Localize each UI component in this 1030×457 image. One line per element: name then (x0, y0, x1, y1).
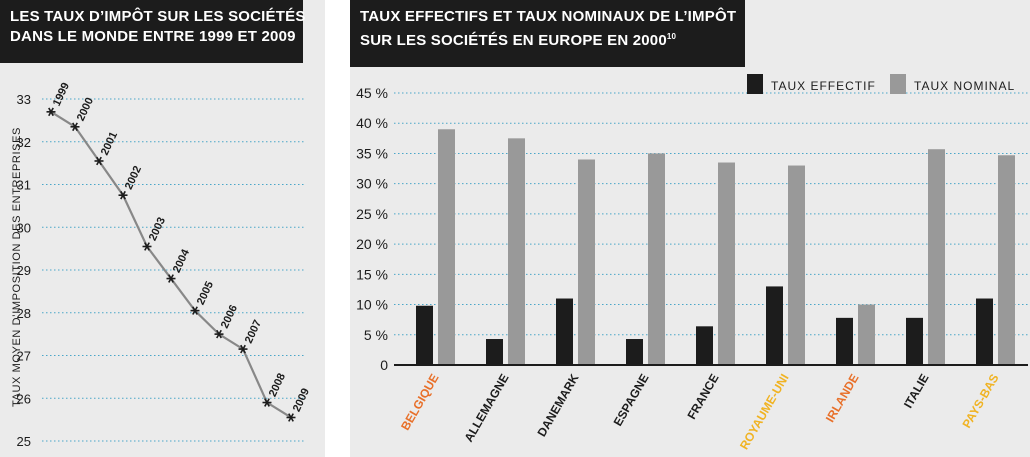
bar-taux-effectif (626, 339, 643, 365)
legend-label: TAUX NOMINAL (914, 79, 1015, 93)
point-marker-stroke (288, 413, 294, 422)
y-tick-label: 35 % (356, 145, 388, 161)
y-tick-label: 25 (17, 434, 31, 449)
legend-swatch (890, 74, 906, 94)
bar-chart-panel: 0 5 % 10 % 15 % 20 % 25 % 30 % 35 % 40 % 45 % BELG… (350, 0, 1030, 457)
point-marker-stroke (72, 122, 78, 132)
bar-taux-effectif (906, 317, 923, 365)
category-label: ITALIE (901, 372, 932, 411)
y-tick-label: 25 % (356, 206, 388, 222)
bar-taux-nominal (788, 165, 805, 365)
y-tick-label: 40 % (356, 115, 388, 131)
category-label: BELGIQUE (398, 372, 441, 433)
y-tick-label: 30 % (356, 176, 388, 192)
year-label: 2007 (243, 318, 264, 345)
year-label: 2000 (75, 96, 96, 123)
category-label: ALLEMAGNE (461, 372, 511, 445)
y-tick-label: 28 (17, 306, 31, 321)
category-label: IRLANDE (823, 372, 862, 425)
legend-label: TAUX EFFECTIF (771, 79, 876, 93)
bar-taux-effectif (486, 339, 503, 365)
data-point (118, 190, 128, 200)
y-tick-label: 30 (17, 220, 31, 235)
bar-taux-nominal (928, 149, 945, 365)
data-point (262, 398, 272, 407)
data-point (286, 413, 296, 422)
data-point (190, 306, 200, 315)
y-tick-label: 33 (17, 92, 31, 107)
bar-taux-nominal (508, 138, 525, 365)
bar-taux-effectif (976, 298, 993, 365)
point-marker-stroke (168, 274, 174, 283)
bar-taux-nominal (718, 162, 735, 365)
bar-taux-nominal (998, 155, 1015, 365)
data-point (70, 122, 80, 132)
category-label: FRANCE (684, 372, 721, 422)
bar-taux-effectif (416, 305, 433, 365)
bar-chart-title-line2: SUR LES SOCIÉTÉS EN EUROPE EN 2000 (360, 32, 667, 49)
y-tick-label: 45 % (356, 85, 388, 101)
year-label: 2008 (267, 372, 288, 399)
year-label: 2009 (291, 386, 312, 413)
point-marker-stroke (240, 344, 246, 354)
year-label: 2006 (219, 303, 240, 330)
bar-taux-effectif (766, 286, 783, 365)
year-label: 2003 (147, 215, 168, 242)
year-label: 2005 (195, 280, 216, 307)
year-label: 2002 (123, 164, 144, 191)
bar-taux-nominal (858, 304, 875, 365)
data-point (46, 107, 56, 117)
bar-taux-effectif (696, 326, 713, 365)
y-tick-label: 31 (17, 178, 31, 193)
data-point (166, 274, 176, 283)
series-line (50, 110, 292, 419)
category-label: ESPAGNE (611, 372, 652, 429)
y-tick-label: 10 % (356, 297, 388, 313)
data-point (214, 329, 224, 339)
point-marker-stroke (144, 242, 150, 251)
data-point (94, 156, 104, 166)
year-label: 2001 (99, 130, 120, 157)
bar-taux-nominal (648, 153, 665, 365)
point-marker-stroke (192, 306, 198, 315)
line-chart-header: LES TAUX D’IMPÔT SUR LES SOCIÉTÉS DANS L… (0, 0, 306, 63)
year-label: 2004 (171, 247, 193, 275)
category-label: DANEMARK (534, 371, 581, 439)
y-tick-label: 29 (17, 263, 31, 278)
bar-taux-effectif (836, 317, 853, 365)
y-tick-label: 32 (17, 135, 31, 150)
category-label: PAYS-BAS (959, 372, 1001, 431)
point-marker-stroke (264, 398, 270, 407)
bar-chart-title-line1: TAUX EFFECTIFS ET TAUX NOMINAUX DE L’IMP… (360, 8, 737, 25)
y-tick-label: 5 % (364, 327, 388, 343)
point-marker-stroke (216, 329, 222, 339)
line-chart-panel: 25 26 27 28 29 30 31 32 33 TAUX MOYEN D’IMPOSITIO… (0, 0, 325, 457)
bar-taux-nominal (578, 159, 595, 365)
y-tick-label: 26 (17, 391, 31, 406)
bar-taux-nominal (438, 129, 455, 365)
legend-swatch (747, 74, 763, 94)
y-tick-label: 27 (17, 349, 31, 364)
point-marker-stroke (96, 156, 102, 166)
y-tick-label: 15 % (356, 266, 388, 282)
bar-chart: 0 5 % 10 % 15 % 20 % 25 % 30 % 35 % 40 % 45 % BELG… (356, 74, 1028, 453)
line-chart-title-line2: DANS LE MONDE ENTRE 1999 ET 2009 (10, 28, 296, 45)
point-marker-stroke (120, 190, 126, 200)
line-chart-title-line1: LES TAUX D’IMPÔT SUR LES SOCIÉTÉS (10, 8, 306, 25)
bar-chart-title-footnote: 10 (666, 32, 677, 41)
data-point (238, 344, 248, 354)
y-tick-label: 0 (380, 357, 388, 373)
point-marker-stroke (48, 107, 54, 117)
bar-taux-effectif (556, 298, 573, 365)
bar-chart-header: TAUX EFFECTIFS ET TAUX NOMINAUX DE L’IMP… (350, 0, 745, 67)
data-point (142, 242, 152, 251)
year-label: 1999 (51, 81, 72, 108)
y-axis-title: TAUX MOYEN D’IMPOSITION DES ENTREPRISES (11, 127, 23, 407)
line-chart: 25 26 27 28 29 30 31 32 33 TAUX MOYEN D’IMPOSITIO… (11, 81, 312, 449)
category-label: ROYAUME-UNI (737, 372, 792, 453)
y-tick-label: 20 % (356, 236, 388, 252)
